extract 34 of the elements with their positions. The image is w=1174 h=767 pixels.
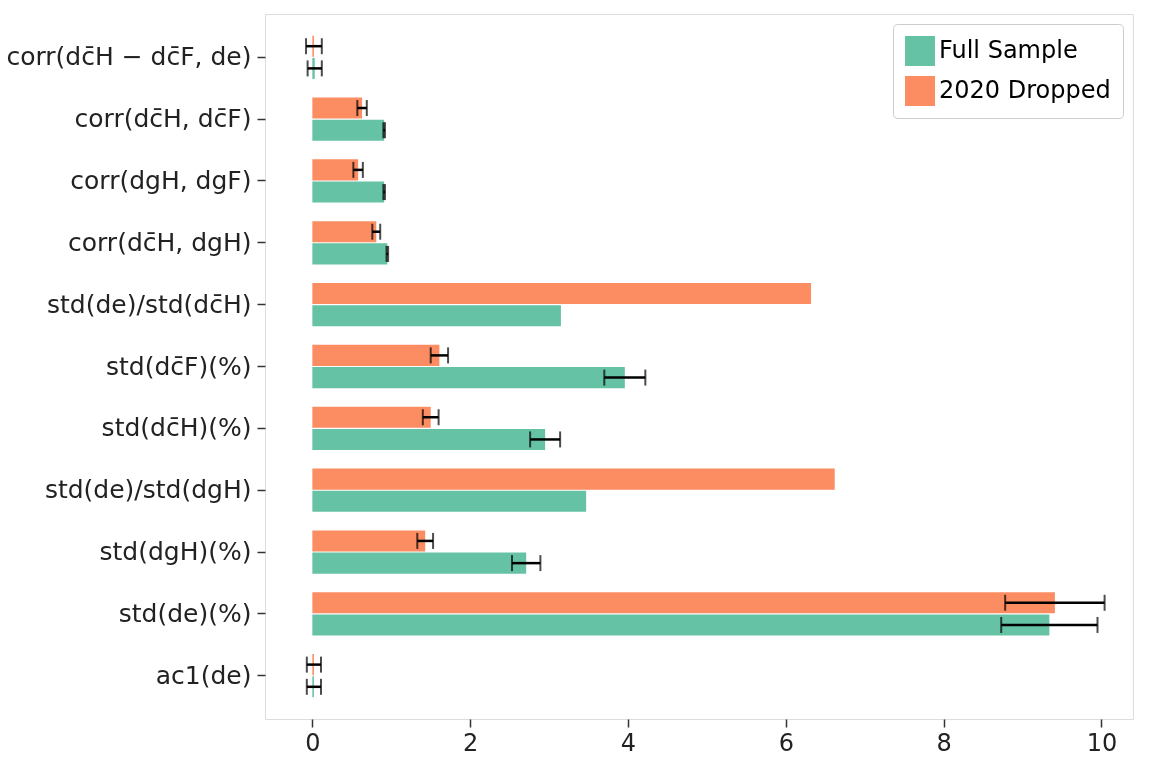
- y-tick-label: std(dgH)(%): [99, 537, 252, 567]
- y-tick-label: corr(dc̄H, dgH): [67, 227, 252, 257]
- bar: [312, 283, 812, 305]
- y-tick-label: std(dc̄H)(%): [101, 413, 252, 443]
- bar: [312, 468, 835, 490]
- bar: [312, 592, 1055, 614]
- bar: [312, 305, 561, 327]
- x-tick-label: 4: [620, 728, 637, 757]
- y-tick-label: std(de)/std(dc̄H): [47, 289, 252, 319]
- legend-label: Full Sample: [939, 36, 1078, 64]
- bar: [312, 344, 440, 366]
- y-tick-label: std(dc̄F)(%): [106, 351, 252, 381]
- y-tick-label: corr(dc̄H − dc̄F, de): [6, 42, 252, 72]
- bar: [312, 119, 385, 141]
- y-tick-label: std(de)(%): [118, 598, 252, 628]
- legend-label: 2020 Dropped: [939, 76, 1111, 104]
- bar: [312, 614, 1050, 636]
- bar: [312, 243, 388, 265]
- bar: [312, 530, 426, 552]
- x-tick-label: 8: [936, 728, 952, 757]
- bar: [312, 428, 546, 450]
- y-tick-label: corr(dgH, dgF): [70, 165, 252, 195]
- x-tick-label: 10: [1086, 728, 1118, 757]
- x-tick-label: 6: [778, 728, 794, 757]
- bar: [312, 552, 527, 574]
- x-tick-label: 0: [305, 728, 321, 757]
- bar: [312, 181, 385, 203]
- bar: [312, 490, 587, 512]
- y-tick-label: ac1(de): [155, 660, 252, 690]
- bar: [312, 367, 625, 389]
- y-tick-label: corr(dc̄H, dc̄F): [74, 104, 252, 134]
- bar: [312, 406, 431, 428]
- x-tick-label: 2: [463, 728, 479, 757]
- y-tick-label: std(de)/std(dgH): [44, 475, 252, 505]
